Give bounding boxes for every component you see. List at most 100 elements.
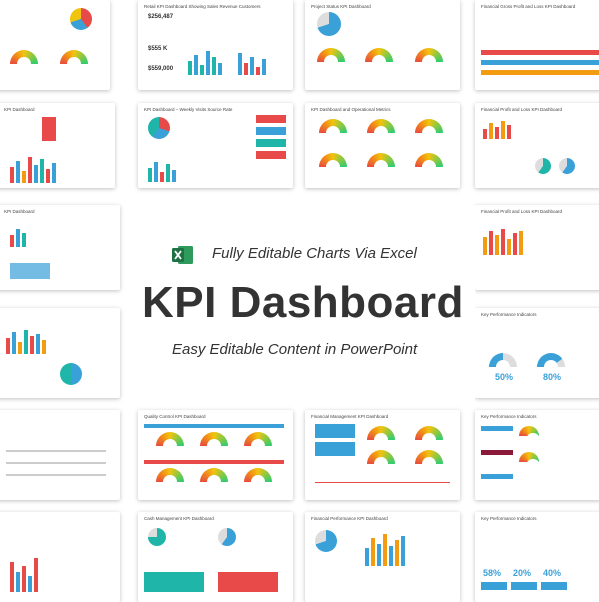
gauge-chart (244, 432, 272, 446)
bar-chart (148, 158, 176, 182)
color-band (481, 60, 599, 65)
thumbnail-15[interactable]: Financial Management KPI Dashboard (305, 410, 460, 500)
percent-label: 20% (513, 568, 532, 578)
thumbnail-19[interactable]: Financial Performance KPI Dashboard (305, 512, 460, 602)
thumbnail-9[interactable]: KPI Dashboard (0, 205, 120, 290)
thumbnail-18[interactable]: Cash Management KPI Dashboard (138, 512, 293, 602)
color-band (481, 70, 599, 75)
gauge-chart (537, 353, 565, 367)
thumbnail-title: Quality Control KPI Dashboard (144, 414, 206, 419)
thumbnail-4[interactable]: Financial Gross Profit and Loss KPI Dash… (475, 0, 599, 90)
donut-chart (148, 528, 166, 546)
color-band (481, 450, 513, 455)
thumbnail-title: Financial Profit and Loss KPI Dashboard (481, 209, 563, 214)
color-band (481, 426, 513, 431)
gauge-chart (60, 50, 88, 64)
gauge-chart (519, 426, 540, 440)
thumbnail-12[interactable]: Key Performance Indicators 50% 80% (475, 308, 599, 398)
thumbnail-title: KPI Dashboard and Operational Metrics (311, 107, 391, 112)
donut-chart (535, 158, 551, 174)
color-band (481, 50, 599, 55)
donut-chart (317, 12, 341, 36)
color-band (6, 474, 106, 476)
gauge-chart (319, 119, 347, 133)
donut-chart (60, 363, 82, 385)
thumbnail-13[interactable] (0, 410, 120, 500)
donut-chart (218, 528, 236, 546)
donut-chart (70, 8, 92, 30)
gauge-chart (367, 426, 395, 440)
thumbnail-title: Project Status KPI Dashboard (311, 4, 371, 9)
color-band (218, 572, 278, 592)
color-band (481, 582, 507, 590)
bar-chart (365, 530, 405, 566)
bar-chart (10, 153, 56, 183)
gauge-chart (489, 353, 517, 367)
thumbnail-6[interactable]: KPI Dashboard – Weekly Visits Source Rat… (138, 103, 293, 188)
gauge-chart (200, 432, 228, 446)
bar-chart (483, 117, 511, 139)
thumbnail-16[interactable]: Key Performance Indicators (475, 410, 599, 500)
thumbnail-title: Financial Management KPI Dashboard (311, 414, 389, 419)
gauge-chart (244, 468, 272, 482)
donut-chart (559, 158, 575, 174)
color-band (144, 460, 284, 464)
thumbnail-title: Key Performance Indicators (481, 516, 537, 521)
bar-chart (238, 45, 266, 75)
thumbnail-10[interactable]: Financial Profit and Loss KPI Dashboard (475, 205, 599, 290)
thumbnail-title: Financial Gross Profit and Loss KPI Dash… (481, 4, 576, 9)
gauge-chart (415, 450, 443, 464)
bar-chart (10, 223, 26, 247)
thumbnail-8[interactable]: Financial Profit and Loss KPI Dashboard (475, 103, 599, 188)
thumbnail-title: Financial Performance KPI Dashboard (311, 516, 388, 521)
color-band (6, 462, 106, 464)
color-band (315, 424, 355, 438)
thumbnail-title: KPI Dashboard (4, 209, 35, 214)
percent-label: 80% (543, 372, 562, 382)
thumbnail-title: Key Performance Indicators (481, 312, 537, 317)
line-chart (315, 482, 450, 483)
color-band (511, 582, 537, 590)
gauge-chart (156, 432, 184, 446)
thumbnail-2[interactable]: Retail KPI Dashboard Showing Sales Reven… (138, 0, 293, 90)
bar-chart (188, 45, 222, 75)
thumbnail-20[interactable]: Key Performance Indicators 58% 20% 40% (475, 512, 599, 602)
thumbnail-title: Cash Management KPI Dashboard (144, 516, 214, 521)
thumbnail-title: Retail KPI Dashboard Showing Sales Reven… (144, 4, 261, 9)
gauge-chart (415, 119, 443, 133)
gauge-chart (367, 153, 395, 167)
thumbnail-1[interactable] (0, 0, 110, 90)
tagline-bottom: Easy Editable Content in PowerPoint (172, 341, 418, 358)
gauge-chart (319, 153, 347, 167)
gauge-chart (367, 119, 395, 133)
thumbnail-title: KPI Dashboard (4, 107, 35, 112)
gauge-chart (156, 468, 184, 482)
percent-label: 58% (483, 568, 502, 578)
thumbnail-3[interactable]: Project Status KPI Dashboard (305, 0, 460, 90)
color-band (256, 151, 286, 159)
thumbnail-title: Financial Profit and Loss KPI Dashboard (481, 107, 563, 112)
gauge-chart (415, 426, 443, 440)
excel-logo-icon (172, 246, 193, 264)
thumbnail-14[interactable]: Quality Control KPI Dashboard (138, 410, 293, 500)
thumbnail-7[interactable]: KPI Dashboard and Operational Metrics (305, 103, 460, 188)
value-text: $559,000 (148, 66, 174, 72)
thumbnail-11[interactable] (0, 308, 120, 398)
value-text: $256,487 (148, 14, 174, 20)
color-band (42, 117, 56, 141)
gauge-chart (365, 48, 393, 62)
gauge-chart (200, 468, 228, 482)
color-band (256, 115, 286, 123)
bar-chart (6, 328, 46, 354)
thumbnail-17[interactable] (0, 512, 120, 602)
color-band (144, 424, 284, 428)
bar-chart (10, 552, 38, 592)
color-band (541, 582, 567, 590)
donut-chart (148, 117, 170, 139)
color-band (315, 442, 355, 456)
center-banner (130, 205, 475, 405)
thumbnail-5[interactable]: KPI Dashboard (0, 103, 115, 188)
gauge-chart (367, 450, 395, 464)
color-band (6, 450, 106, 452)
gauge-chart (415, 48, 443, 62)
